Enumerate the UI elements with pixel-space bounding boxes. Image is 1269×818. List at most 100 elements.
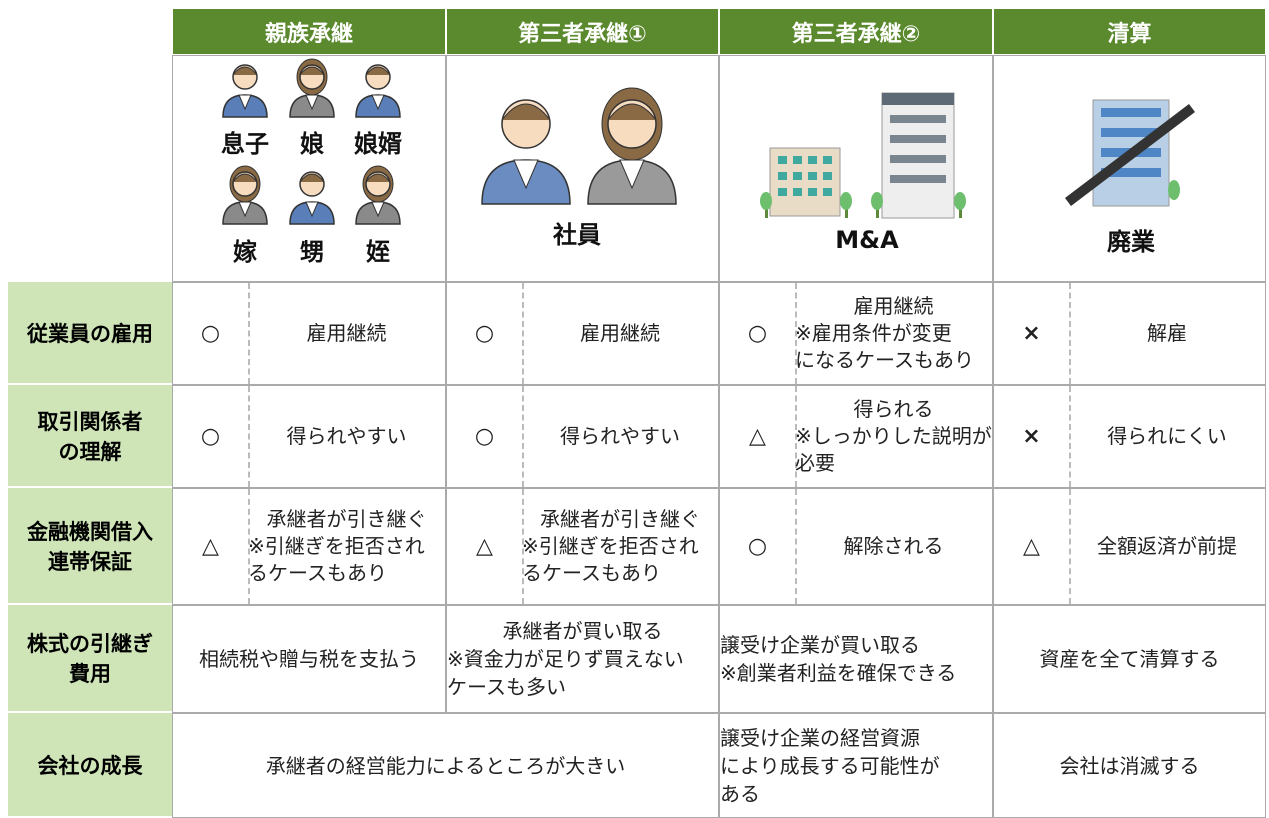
symbol-text: × (1022, 321, 1041, 346)
icon-part (871, 192, 883, 210)
table-cell: 資産を全て清算する (993, 605, 1266, 713)
icon-part (238, 94, 252, 111)
icon-part (808, 156, 817, 164)
cell-text: 全額返済が前提 (1069, 489, 1265, 604)
cell-text: 承継者が買い取る ※資金力が足りず買えない ケースも多い (447, 606, 718, 712)
icon-part (823, 156, 832, 164)
header-text: 第三者承継① (518, 21, 647, 47)
symbol-text: ○ (200, 321, 221, 346)
icon-part (808, 172, 817, 180)
text-line: 必要 (795, 451, 835, 475)
image-label: 社員 (553, 221, 601, 249)
cell-text: 得られやすい (522, 386, 718, 487)
icon-part (365, 66, 391, 76)
symbol-text: × (1022, 424, 1041, 449)
symbol: △ (994, 489, 1071, 604)
icon-part (232, 66, 258, 76)
text-line: 解除される (843, 534, 944, 558)
icon-part (823, 172, 832, 180)
image-cell (172, 55, 446, 282)
text-line: ※しっかりした説明が (795, 424, 992, 448)
symbol-text: ○ (474, 424, 495, 449)
icon-part (793, 156, 802, 164)
table-cell: 承継者が買い取る ※資金力が足りず買えない ケースも多い (446, 605, 719, 713)
image-cell (993, 55, 1266, 282)
row-header-text: 会社の成長 (37, 753, 143, 778)
row-header-text: 費用 (69, 662, 111, 686)
icon-part (1101, 128, 1161, 137)
image-cell (719, 55, 993, 282)
icon-part (778, 172, 787, 180)
icon-part (845, 205, 848, 218)
table-cell: 相続税や贈与税を支払う (172, 605, 446, 713)
text-line: 相続税や贈与税を支払う (199, 647, 419, 671)
icon-part (890, 155, 946, 163)
symbol: ○ (720, 489, 797, 604)
text-line: 承継者が引き継ぐ (540, 507, 700, 531)
header-text: 親族承継 (264, 21, 353, 47)
text-line: 承継者が引き継ぐ (266, 507, 427, 531)
text-line: 承継者が買い取る (502, 619, 663, 643)
cell-text: 資産を全て清算する (994, 606, 1265, 712)
icon-part (890, 115, 946, 123)
icon-part (793, 172, 802, 180)
cell-text: 得られる ※しっかりした説明が 必要 (795, 386, 992, 487)
text-line: 得られにくい (1107, 424, 1227, 448)
cell-text: 承継者の経営能力によるところが大きい (173, 714, 718, 817)
row-header-text: の理解 (58, 439, 122, 464)
symbol: △ (720, 386, 797, 487)
table-cell: ○ 解除される (719, 488, 993, 605)
icon-part (793, 188, 802, 196)
symbol-text: ○ (747, 321, 768, 346)
text-line: になるケースもあり (795, 348, 974, 372)
icon-part (778, 188, 787, 196)
symbol: ○ (173, 386, 250, 487)
table-cell: 譲受け企業の経営資源 により成長する可能性が ある (719, 713, 993, 818)
image-label: 娘婿 (354, 130, 402, 158)
image-label: M&A (835, 226, 899, 254)
table-cell: × 得られにくい (993, 385, 1266, 488)
table-cell: 承継者の経営能力によるところが大きい (172, 713, 719, 818)
symbol: ○ (173, 283, 250, 384)
row-header-text: 株式の引継ぎ (27, 632, 153, 656)
icon-part (513, 159, 539, 190)
symbol: ○ (720, 283, 797, 384)
icon-part (232, 173, 258, 183)
text-line: ※引継ぎを拒否され (522, 534, 699, 558)
header-text: 第三者承継② (791, 21, 921, 47)
text-line: ※資金力が足りず買えない (447, 647, 684, 671)
icon-part (882, 93, 954, 105)
icon-part (823, 188, 832, 196)
icon-part (890, 175, 946, 183)
table-cell: × 解雇 (993, 282, 1266, 385)
text-line: ケースも多い (447, 675, 566, 699)
table-cell: △ 承継者が引き継ぐ ※引継ぎを拒否され るケースもあり (446, 488, 719, 605)
cell-text: 得られやすい (248, 386, 445, 487)
text-line: ※雇用条件が変更 (795, 321, 952, 345)
text-line: 解雇 (1147, 321, 1187, 345)
row-header-text: 金融機関借入 (27, 519, 153, 544)
icon-part (954, 192, 966, 210)
icon-part (890, 135, 946, 143)
symbol-text: ○ (200, 424, 221, 449)
cell-text: 雇用継続 (522, 283, 718, 384)
text-line: 資産を全て清算する (1039, 647, 1220, 671)
symbol-text: ○ (474, 321, 495, 346)
text-line: 雇用継続 (306, 321, 387, 345)
text-line: 譲受け企業が買い取る (720, 633, 920, 657)
icon-part (840, 192, 852, 210)
cell-text: 相続税や贈与税を支払う (173, 606, 445, 712)
table-cell: 会社は消滅する (993, 713, 1266, 818)
text-line: により成長する可能性が (720, 753, 940, 778)
text-line: 得られやすい (286, 424, 407, 448)
icon-part (299, 66, 325, 76)
cell-text: 得られにくい (1069, 386, 1265, 487)
symbol: ○ (447, 386, 524, 487)
icon-part (959, 205, 962, 218)
row-header: 会社の成長 (8, 713, 172, 818)
text-line: ※引継ぎを拒否され (248, 534, 425, 558)
symbol-text: △ (476, 534, 493, 559)
image-label: 嫁 (233, 238, 257, 266)
text-line: 得られる (853, 397, 934, 421)
image-label: 娘 (300, 130, 324, 158)
